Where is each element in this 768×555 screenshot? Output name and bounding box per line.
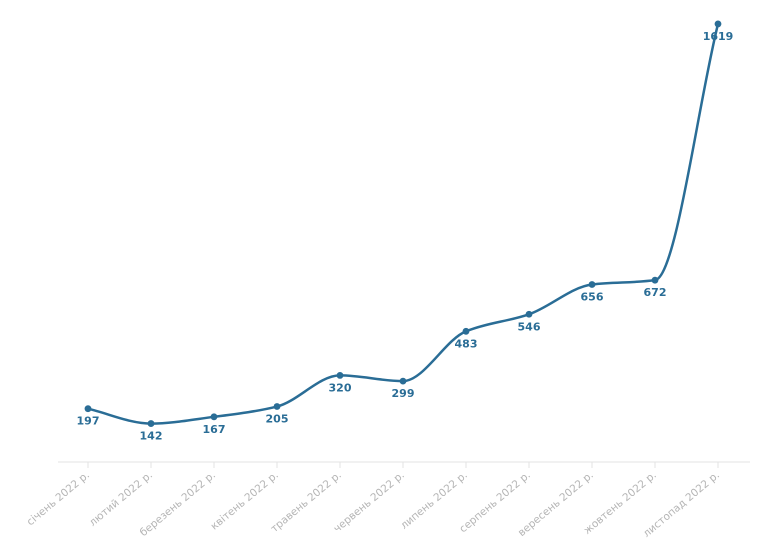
data-label: 1619 bbox=[703, 30, 734, 43]
data-label: 656 bbox=[581, 290, 604, 303]
data-point bbox=[147, 420, 155, 427]
data-label: 142 bbox=[140, 430, 163, 443]
data-point bbox=[399, 377, 407, 385]
data-label: 167 bbox=[203, 423, 226, 436]
x-tick-label: січень 2022 р. bbox=[25, 469, 92, 528]
data-point bbox=[588, 281, 596, 288]
data-label: 205 bbox=[266, 413, 289, 426]
data-point bbox=[210, 413, 218, 421]
data-point bbox=[84, 405, 92, 413]
data-label: 197 bbox=[77, 415, 100, 428]
data-label: 546 bbox=[518, 320, 541, 333]
data-label: 320 bbox=[329, 381, 352, 394]
data-labels: 197 142 167 205 320 299 483 546 656 672 1619 bbox=[77, 30, 734, 443]
data-point bbox=[651, 276, 659, 284]
x-axis-tick-labels: січень 2022 р.лютий 2022 р.березень 2022… bbox=[25, 469, 722, 540]
x-axis-ticks bbox=[87, 462, 719, 468]
data-point bbox=[462, 327, 470, 335]
x-tick-label: квітень 2022 р. bbox=[208, 469, 280, 532]
data-point bbox=[336, 372, 344, 379]
data-point bbox=[273, 403, 281, 410]
data-label: 483 bbox=[455, 337, 478, 350]
data-points bbox=[84, 20, 722, 427]
data-label: 672 bbox=[644, 286, 667, 299]
data-label: 299 bbox=[392, 387, 415, 400]
series-line bbox=[87, 23, 720, 425]
x-tick-label: лютий 2022 р. bbox=[87, 469, 155, 529]
x-tick-label: липень 2022 р. bbox=[398, 469, 470, 532]
data-point bbox=[714, 20, 722, 28]
data-point bbox=[525, 310, 533, 318]
